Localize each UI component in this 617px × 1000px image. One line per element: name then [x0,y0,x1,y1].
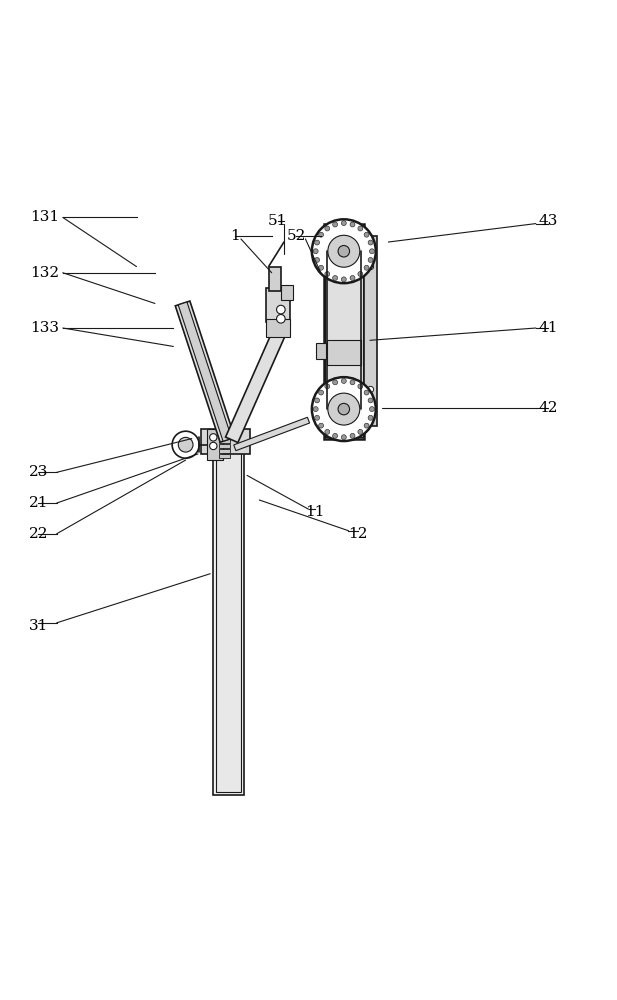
Circle shape [178,437,193,452]
Circle shape [313,249,318,254]
Circle shape [325,272,329,276]
Circle shape [341,435,346,440]
Circle shape [210,442,217,450]
Circle shape [364,423,369,428]
Circle shape [364,390,369,395]
Circle shape [276,305,285,314]
Text: 41: 41 [538,321,558,335]
Circle shape [333,276,337,280]
Circle shape [368,264,374,270]
Circle shape [341,379,346,383]
Text: 132: 132 [30,266,59,280]
Bar [201,429,250,454]
Circle shape [318,232,323,237]
Bar [364,236,377,426]
Circle shape [315,240,320,245]
Circle shape [368,386,374,393]
Circle shape [318,423,323,428]
Circle shape [358,429,363,434]
Circle shape [333,222,337,227]
Text: 23: 23 [28,465,48,479]
Polygon shape [226,319,290,443]
Text: 12: 12 [348,527,367,541]
Text: 31: 31 [28,619,48,633]
Bar [213,448,244,795]
Text: 1: 1 [230,229,239,243]
Bar [265,319,290,337]
Text: 51: 51 [268,214,288,228]
Polygon shape [175,301,234,442]
Circle shape [368,257,373,262]
Circle shape [315,398,320,403]
Circle shape [358,384,363,389]
Bar [220,439,231,443]
Bar [220,454,231,458]
Text: 52: 52 [286,229,306,243]
Text: 133: 133 [30,321,59,335]
Circle shape [350,276,355,280]
Text: 131: 131 [30,210,59,224]
Circle shape [350,433,355,438]
Circle shape [312,219,376,283]
Text: 21: 21 [28,496,48,510]
Circle shape [333,433,337,438]
Bar [207,429,223,460]
Circle shape [318,390,323,395]
Bar [265,288,290,322]
Text: 11: 11 [305,505,325,519]
Circle shape [364,265,369,270]
Circle shape [312,377,376,441]
Circle shape [325,226,329,231]
Circle shape [315,415,320,420]
Circle shape [315,257,320,262]
Circle shape [368,398,373,403]
Text: 22: 22 [28,527,48,541]
Polygon shape [234,417,310,451]
Bar [217,451,241,792]
Bar [317,343,326,359]
Circle shape [358,272,363,276]
Circle shape [325,384,329,389]
Circle shape [172,431,199,458]
Circle shape [341,221,346,226]
Text: 42: 42 [538,401,558,415]
Circle shape [276,315,285,323]
Circle shape [210,434,217,441]
Circle shape [368,415,373,420]
Circle shape [328,235,360,267]
Circle shape [338,403,350,415]
Circle shape [358,226,363,231]
Circle shape [368,239,374,245]
Circle shape [350,222,355,227]
Circle shape [368,240,373,245]
Circle shape [350,380,355,385]
Circle shape [318,265,323,270]
Circle shape [325,429,329,434]
Text: 43: 43 [539,214,558,228]
Circle shape [368,411,374,417]
Bar [220,444,231,448]
Circle shape [328,393,360,425]
Bar [220,449,231,453]
Circle shape [333,380,337,385]
Circle shape [370,407,375,412]
Bar [325,225,363,437]
Circle shape [370,249,375,254]
Bar [324,224,364,439]
Bar [268,267,281,291]
Bar [327,340,361,365]
Circle shape [341,277,346,282]
Circle shape [364,232,369,237]
Circle shape [313,407,318,412]
Polygon shape [178,302,232,441]
Circle shape [338,245,350,257]
Bar [281,285,293,300]
